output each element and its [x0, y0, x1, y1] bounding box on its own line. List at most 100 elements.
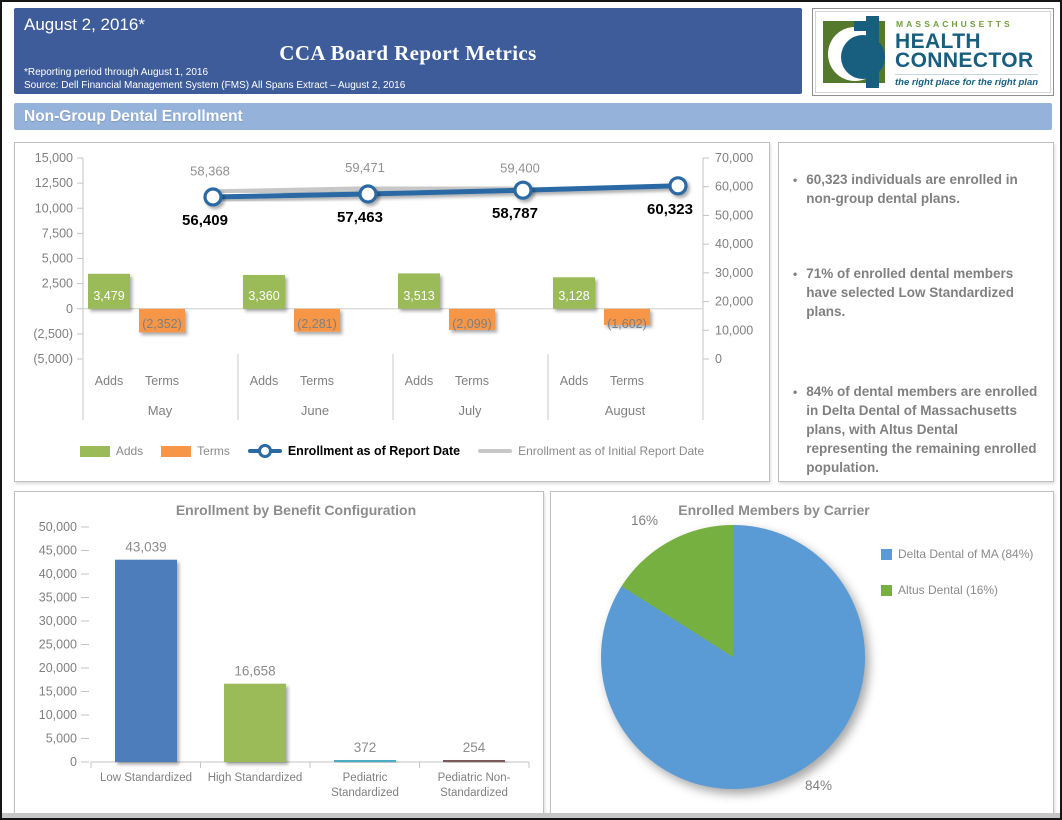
left-axis-tick-label: (2,500)	[33, 327, 73, 341]
legend-label-adds: Adds	[115, 444, 144, 458]
insight-text-1: 60,323 individuals are enrolled in non-g…	[806, 172, 1018, 206]
benefit-bar	[115, 559, 177, 762]
altus-swatch	[881, 584, 892, 596]
legend-label-initial-report-date: Enrollment as of Initial Report Date	[518, 444, 705, 458]
terms-axis-label: Terms	[300, 374, 334, 388]
legend-item-delta: Delta Dental of MA (84%)	[881, 547, 1033, 561]
terms-axis-label: Terms	[145, 374, 179, 388]
report-line-swatch	[247, 444, 282, 458]
section-header: Non-Group Dental Enrollment	[14, 103, 1052, 130]
carrier-pie-chart	[601, 525, 865, 789]
right-axis-tick-label: 0	[715, 352, 722, 366]
report-line-marker	[203, 187, 223, 207]
initial-line-label: 58,368	[190, 163, 230, 178]
report-line-marker-icon	[257, 444, 272, 458]
header-banner: August 2, 2016* CCA Board Report Metrics…	[14, 8, 802, 94]
benefit-category-label: Low Standardized	[100, 772, 192, 784]
terms-bar	[449, 308, 495, 330]
left-axis-tick-label: 10,000	[35, 201, 73, 215]
report-line-label: 58,787	[492, 205, 538, 222]
y-axis-tick-label: 45,000	[39, 544, 77, 558]
insight-text-2: 71% of enrolled dental members have sele…	[806, 265, 1015, 319]
bullet-icon: •	[793, 385, 798, 400]
initial-line-label: 59,400	[500, 160, 540, 175]
y-axis-tick-label: 0	[70, 755, 77, 769]
benefit-chart-title: Enrollment by Benefit Configuration	[175, 502, 417, 518]
benefit-bar	[224, 683, 286, 762]
adds-axis-label: Adds	[95, 374, 124, 388]
terms-bar	[139, 308, 185, 333]
report-enrollment-line	[212, 183, 679, 200]
bullet-icon: •	[793, 266, 798, 281]
terms-swatch	[161, 445, 192, 457]
terms-axis-label: Terms	[610, 374, 644, 388]
terms-bar-label: (2,352)	[142, 317, 182, 331]
pie-label-delta: 84%	[805, 778, 833, 793]
benefit-bar-chart: 50,000 45,000 40,000 35,000 30,000 25,000 20,0…	[39, 520, 530, 799]
adds-bar	[88, 273, 130, 309]
left-axis-tick-label: 15,000	[35, 151, 73, 165]
reporting-period-footnote: *Reporting period through August 1, 2016	[24, 67, 209, 78]
y-axis-tick-label: 30,000	[39, 614, 77, 628]
right-axis-tick-label: 20,000	[715, 295, 753, 309]
adds-bar-label: 3,479	[93, 289, 124, 303]
logo-tagline: the right place for the right plan	[895, 73, 1039, 88]
benefit-bar-label: 254	[463, 740, 486, 755]
benefit-category-label: Standardized	[440, 787, 508, 799]
report-line-marker	[358, 184, 378, 204]
carrier-panel: Enrolled Members by Carrier 16% 84% Delt…	[550, 491, 1054, 817]
main-combo-chart: 15,000 12,500 10,000 7,500 5,000 2,500 0 (2,500…	[33, 151, 753, 420]
logo-name-line2: CONNECTOR	[895, 48, 1034, 72]
terms-axis-label: Terms	[455, 374, 489, 388]
y-axis-tick-label: 20,000	[39, 661, 77, 675]
legend-item-terms: Terms	[161, 444, 230, 458]
legend-item-report-date: Enrollment as of Report Date	[247, 444, 460, 458]
adds-bar	[398, 273, 440, 309]
benefit-bar-label: 43,039	[125, 540, 166, 555]
logo-name-line1: HEALTH	[895, 29, 982, 53]
legend-item-altus: Altus Dental (16%)	[881, 583, 1033, 597]
left-axis-tick-label: 0	[66, 302, 73, 316]
y-axis-tick-label: 50,000	[39, 520, 77, 534]
insight-text-3: 84% of dental members are enrolled in De…	[806, 384, 1038, 476]
report-line-label: 57,463	[337, 209, 383, 226]
logo-mark-icon	[823, 16, 885, 88]
report-line-marker	[668, 176, 688, 196]
y-axis-tick-label: 15,000	[39, 685, 77, 699]
adds-axis-label: Adds	[405, 374, 434, 388]
adds-bar-label: 3,513	[403, 289, 434, 303]
benefit-category-label: Pediatric	[343, 772, 388, 784]
month-axis-label: July	[458, 403, 482, 418]
left-axis-tick-label: 7,500	[42, 226, 73, 240]
delta-swatch	[881, 548, 892, 560]
right-axis-tick-label: 60,000	[715, 180, 753, 194]
right-axis-tick-label: 10,000	[715, 323, 753, 337]
benefit-category-label: Pediatric Non-	[438, 772, 511, 784]
legend-label-altus: Altus Dental (16%)	[898, 583, 999, 597]
page-bottom-strip	[2, 813, 1060, 818]
benefit-configuration-panel: Enrollment by Benefit Configuration 50,0…	[14, 491, 544, 817]
right-axis-tick-label: 70,000	[715, 151, 753, 165]
adds-axis-label: Adds	[560, 374, 589, 388]
legend-label-terms: Terms	[197, 444, 230, 458]
benefit-category-label: High Standardized	[208, 772, 303, 784]
insight-bullet-3: • 84% of dental members are enrolled in …	[793, 383, 1039, 477]
left-axis-tick-label: 12,500	[35, 176, 73, 190]
initial-line-swatch	[478, 449, 513, 453]
insights-panel: • 60,323 individuals are enrolled in non…	[778, 142, 1054, 482]
carrier-chart-title: Enrolled Members by Carrier	[678, 502, 870, 518]
adds-bar	[553, 277, 595, 309]
insight-bullet-2: • 71% of enrolled dental members have se…	[793, 265, 1039, 322]
left-axis-tick-label: (5,000)	[33, 352, 73, 366]
benefit-bar	[443, 760, 505, 762]
report-line-label: 60,323	[647, 201, 693, 218]
legend-label-delta: Delta Dental of MA (84%)	[898, 547, 1034, 561]
benefit-bar-label: 372	[354, 740, 377, 755]
legend-item-adds: Adds	[79, 444, 144, 458]
adds-axis-label: Adds	[250, 374, 279, 388]
y-axis-tick-label: 10,000	[39, 708, 77, 722]
terms-bar-label: (2,281)	[297, 317, 337, 331]
report-line-marker	[513, 180, 533, 200]
enrollment-trend-panel: 15,000 12,500 10,000 7,500 5,000 2,500 0 (2,500…	[14, 142, 770, 482]
